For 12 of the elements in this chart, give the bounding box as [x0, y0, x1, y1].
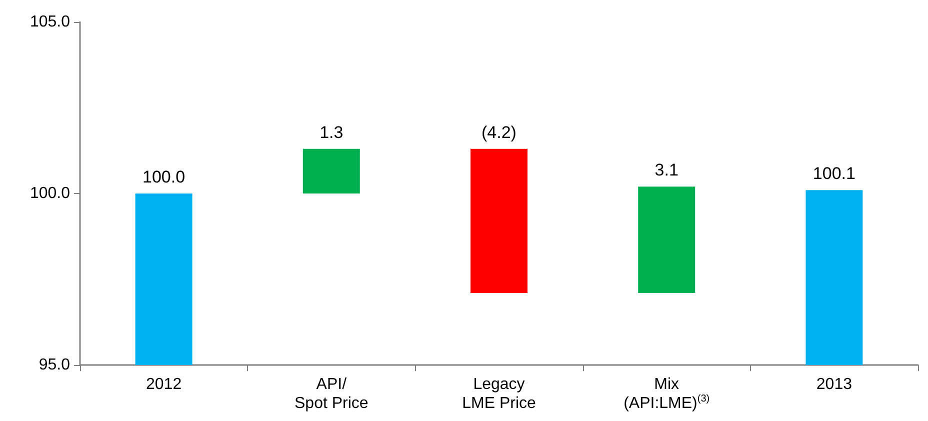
- x-tick-label: 2012: [146, 376, 182, 393]
- data-label: 3.1: [654, 160, 678, 180]
- data-label: 100.1: [812, 164, 856, 184]
- data-label: 1.3: [320, 122, 344, 142]
- y-tick-label: 95.0: [38, 356, 70, 374]
- data-label: 100.0: [142, 168, 186, 186]
- y-tick-label: 100.0: [30, 185, 70, 202]
- x-tick-label: Legacy LME Price: [462, 376, 536, 412]
- y-tick-label: 105.0: [30, 14, 70, 30]
- x-tick-label: API/ Spot Price: [294, 376, 368, 412]
- data-label: (4.2): [482, 122, 516, 142]
- x-tick-label: 2013: [816, 376, 852, 393]
